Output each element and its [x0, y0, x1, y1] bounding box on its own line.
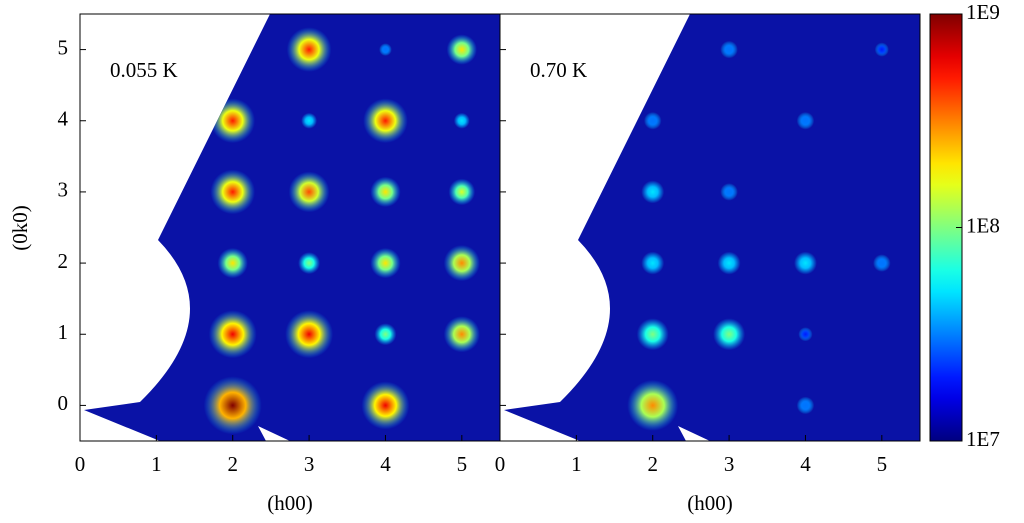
panel-frame — [499, 13, 921, 442]
diffraction-spot — [798, 327, 813, 342]
diffraction-spot — [217, 247, 248, 279]
diffraction-spot — [720, 40, 738, 59]
diffraction-spot — [446, 34, 477, 65]
diffraction-spot — [873, 254, 891, 272]
x-tick-label: 4 — [800, 452, 811, 476]
diffraction-spot — [370, 247, 401, 279]
x-tick-label: 3 — [304, 452, 315, 476]
diffraction-spot — [208, 310, 257, 359]
data-region — [504, 14, 920, 441]
x-tick-label: 0 — [495, 452, 506, 476]
diffraction-spot — [448, 178, 476, 206]
diffraction-spot — [210, 98, 256, 144]
diffraction-spot — [443, 316, 480, 353]
x-tick-label: 3 — [724, 452, 735, 476]
colorbar-label: 1E7 — [966, 427, 1000, 451]
y-tick-label: 0 — [58, 391, 69, 415]
diffraction-spot — [453, 112, 470, 129]
diffraction-spot — [210, 169, 256, 215]
spots — [627, 40, 891, 431]
x-tick-label: 5 — [457, 452, 468, 476]
diffraction-spot — [363, 98, 408, 144]
diffraction-spot — [641, 251, 665, 275]
diffraction-spot — [301, 112, 318, 129]
temperature-label: 0.70 K — [530, 58, 587, 82]
diffraction-spot — [643, 111, 662, 130]
diffraction-spot — [796, 111, 815, 130]
y-axis-label: (0k0) — [8, 205, 32, 251]
y-tick-label: 5 — [58, 35, 69, 59]
diffraction-spot — [288, 171, 330, 213]
colorbar-label: 1E9 — [966, 0, 1000, 24]
diffraction-spot — [720, 183, 738, 201]
diffraction-spot — [374, 323, 397, 346]
y-tick-label: 1 — [58, 320, 69, 344]
diffraction-spot — [796, 396, 815, 415]
x-axis-label: (h00) — [267, 491, 313, 515]
diffraction-spot — [717, 251, 741, 275]
diffraction-spot — [627, 379, 679, 431]
x-tick-label: 2 — [647, 452, 658, 476]
diffraction-spot — [636, 318, 669, 351]
x-tick-label: 0 — [75, 452, 86, 476]
diffraction-spot — [286, 27, 332, 72]
spots — [203, 27, 480, 435]
diffraction-spot — [370, 176, 401, 208]
diffraction-spot — [443, 244, 480, 282]
diffraction-spot — [203, 376, 262, 435]
colorbar-label: 1E8 — [966, 213, 1000, 237]
diffraction-spot — [641, 180, 665, 204]
y-tick-label: 4 — [58, 107, 69, 131]
x-tick-label: 4 — [380, 452, 391, 476]
x-tick-label: 2 — [227, 452, 238, 476]
x-tick-label: 1 — [151, 452, 162, 476]
diffraction-spot — [285, 310, 334, 359]
diffraction-spot — [713, 318, 746, 351]
diffraction-spot — [794, 251, 817, 275]
diffraction-spot — [379, 43, 392, 56]
y-tick-label: 2 — [58, 249, 69, 273]
y-tick-label: 3 — [58, 178, 69, 202]
x-tick-label: 1 — [571, 452, 582, 476]
x-axis-label: (h00) — [687, 491, 733, 515]
temperature-label: 0.055 K — [110, 58, 178, 82]
diffraction-spot — [361, 381, 410, 430]
x-tick-label: 5 — [877, 452, 888, 476]
diffraction-spot — [874, 42, 889, 57]
diffraction-spot — [298, 252, 321, 275]
